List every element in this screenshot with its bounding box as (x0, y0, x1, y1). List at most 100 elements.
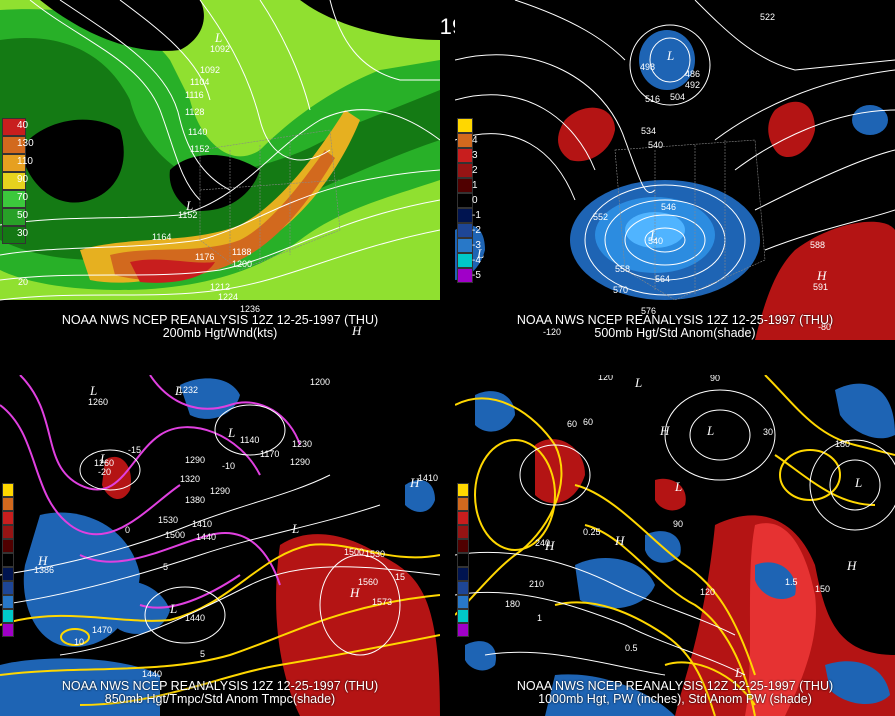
contour-label: 1290 (210, 486, 230, 496)
contour-label: 1410 (192, 519, 212, 529)
panel-caption: NOAA NWS NCEP REANALYSIS 12Z 12-25-1997 … (516, 313, 834, 327)
panel-subcaption: 200mb Hgt/Wnd(kts) (162, 326, 278, 340)
map-1000mb: 120 90 60 30 180 240 210 180 120 90 150 … (455, 375, 895, 716)
contour-label: 1104 (190, 77, 209, 87)
contour-label: 1 (537, 613, 542, 623)
low-pressure-symbol: L (169, 601, 177, 616)
contour-label: 5 (200, 649, 205, 659)
contour-label: 1140 (240, 435, 259, 445)
low-pressure-symbol: L (99, 451, 107, 466)
contour-label: 1176 (195, 252, 214, 262)
contour-label: 0.5 (625, 643, 638, 653)
contour-label: 1470 (92, 625, 112, 635)
panel-200mb: 1092 1104 1116 1128 1140 1152 1164 1176 … (0, 0, 440, 340)
panel-caption: NOAA NWS NCEP REANALYSIS 12Z 12-25-1997 … (61, 313, 379, 327)
contour-label: 1224 (218, 292, 238, 302)
contour-label: 558 (615, 264, 630, 274)
low-pressure-symbol: L (476, 246, 484, 261)
contour-label: 1164 (152, 232, 171, 242)
contour-label: 30 (763, 427, 773, 437)
color-legend-1000mb (457, 483, 469, 637)
low-pressure-symbol: L (674, 479, 682, 494)
contour-label: 1320 (180, 474, 200, 484)
contour-label: 504 (670, 92, 685, 102)
contour-label: 1530 (158, 515, 178, 525)
contour-label: 1152 (190, 144, 209, 154)
legend-swatch: 30 (2, 226, 28, 244)
contour-label: 522 (760, 12, 775, 22)
contour-label: 1200 (310, 377, 330, 387)
contour-label: 180 (505, 599, 520, 609)
contour-label: 120 (598, 375, 613, 382)
low-pressure-symbol: L (634, 375, 642, 390)
contour-label: 492 (685, 80, 700, 90)
contour-label: 120 (700, 587, 715, 597)
contour-label: 1230 (292, 439, 312, 449)
axis-label: -120 (543, 327, 561, 337)
legend-swatch: 40 (2, 118, 28, 136)
high-pressure-symbol: H (409, 475, 420, 490)
contour-label: 90 (710, 375, 720, 383)
contour-label: 15 (395, 572, 405, 582)
contour-label: 591 (813, 282, 828, 292)
panel-subcaption: 850mb Hgt/Tmpc/Std Anom Tmpc(shade) (104, 692, 336, 706)
contour-label: 1260 (88, 397, 108, 407)
high-pressure-symbol: H (351, 323, 362, 338)
contour-label: 1236 (240, 304, 260, 314)
contour-label: 1188 (232, 247, 251, 257)
low-pressure-symbol: L (666, 48, 674, 63)
panel-500mb: 522 498 486 492 516 504 534 540 546 552 … (455, 0, 895, 340)
low-pressure-symbol: L (291, 521, 299, 536)
contour-label: 486 (685, 69, 700, 79)
legend-swatch: 90 (2, 172, 28, 190)
high-pressure-symbol: H (659, 423, 670, 438)
map-850mb: 1260 1232 1200 1170 1140 1230 1290 1320 … (0, 375, 440, 716)
contour-label: 1500 (344, 547, 364, 557)
contour-label: -20 (98, 467, 111, 477)
high-pressure-symbol: H (544, 538, 555, 553)
contour-label: 546 (661, 202, 676, 212)
contour-label: 1092 (210, 44, 230, 54)
contour-label: 1440 (196, 532, 216, 542)
contour-label: 0 (125, 525, 130, 535)
high-pressure-symbol: H (614, 533, 625, 548)
contour-label: 552 (593, 212, 608, 222)
contour-label: 90 (673, 519, 683, 529)
low-pressure-symbol: L (174, 383, 182, 398)
contour-label: 1152 (178, 210, 197, 220)
contour-label: 1386 (34, 565, 54, 575)
panel-850mb: 1260 1232 1200 1170 1140 1230 1290 1320 … (0, 375, 440, 716)
contour-label: 1200 (232, 259, 252, 269)
contour-label: 1500 (165, 530, 185, 540)
low-pressure-symbol: L (854, 475, 862, 490)
contour-label: 60 (583, 417, 593, 427)
contour-label: 1116 (185, 90, 204, 100)
contour-label: 1092 (200, 65, 220, 75)
legend-swatch: 70 (2, 190, 28, 208)
contour-label: 1440 (142, 669, 162, 679)
contour-label: 60 (567, 419, 577, 429)
contour-label: -5 (160, 562, 168, 572)
low-pressure-symbol: L (214, 30, 222, 45)
color-legend-200mb: 40 130 110 90 70 50 30 (2, 118, 34, 244)
panel-subcaption: 1000mb Hgt, PW (inches), Std Anom PW (sh… (538, 692, 812, 706)
contour-label: 516 (645, 94, 660, 104)
contour-label: 1140 (188, 127, 207, 137)
contour-label: 150 (815, 584, 830, 594)
legend-swatch: 130 (2, 136, 34, 154)
contour-label: 0.25 (583, 527, 601, 537)
contour-label: 588 (810, 240, 825, 250)
contour-label: 1440 (185, 613, 205, 623)
map-200mb: 1092 1104 1116 1128 1140 1152 1164 1176 … (0, 0, 440, 340)
map-500mb: 522 498 486 492 516 504 534 540 546 552 … (455, 0, 895, 340)
contour-label: 1.5 (785, 577, 798, 587)
low-pressure-symbol: L (734, 665, 742, 680)
high-pressure-symbol: H (846, 558, 857, 573)
low-pressure-symbol: L (706, 423, 714, 438)
legend-swatch: 110 (2, 154, 33, 172)
high-pressure-symbol: H (349, 585, 360, 600)
contour-label: 20 (18, 277, 28, 287)
contour-label: 1212 (210, 282, 230, 292)
contour-label: -15 (128, 445, 141, 455)
contour-label: 1170 (260, 449, 279, 459)
